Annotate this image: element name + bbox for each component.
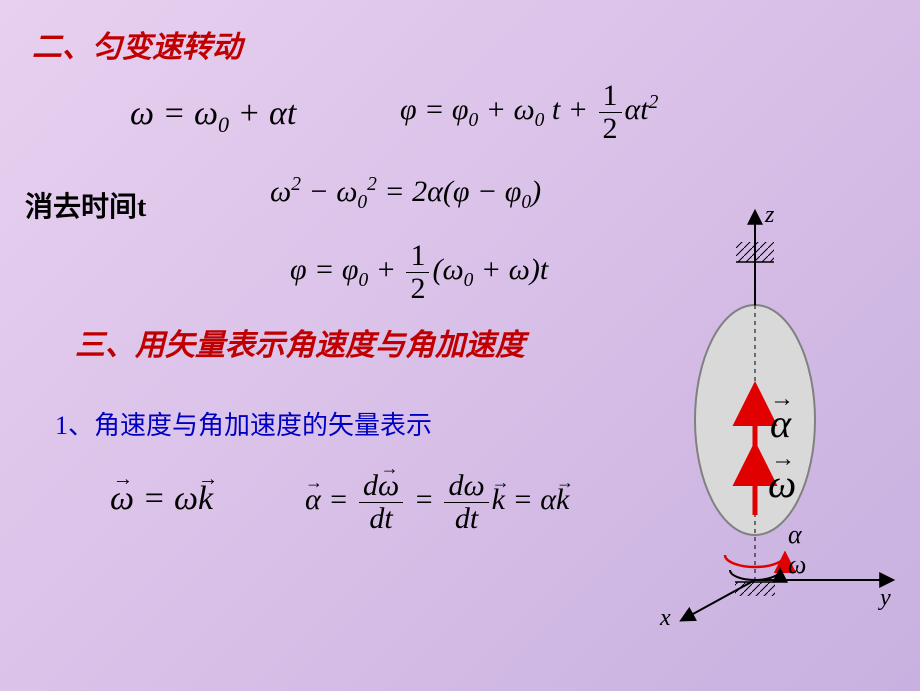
formula-phi-avg: φ = φ0 + 12(ω0 + ω)t	[290, 240, 548, 304]
subsection-num: 1	[55, 411, 68, 440]
axis-label-x: x	[660, 605, 671, 632]
text-eliminate-t: 消去时间t	[25, 185, 146, 225]
section-heading-2: 二、匀变速转动	[32, 22, 242, 66]
formula-omega-linear: ω = ω0 + αt	[130, 95, 296, 133]
rot-label-alpha: α	[788, 520, 802, 550]
rotation-diagram: z y x α ω α ω	[640, 200, 900, 640]
formula-omega-vector: ω = ωk	[110, 480, 213, 518]
subsection-1: 1、角速度与角加速度的矢量表示	[55, 405, 432, 442]
subsection-text: 、角速度与角加速度的矢量表示	[68, 411, 432, 440]
axis-label-z: z	[765, 202, 774, 229]
section-heading-3: 三、用矢量表示角速度与角加速度	[75, 320, 525, 364]
axis-label-y: y	[880, 585, 891, 612]
formula-alpha-vector: α = dωdt = dωdtk = αk	[305, 470, 569, 534]
formula-phi-quadratic: φ = φ0 + ω0 t + 12αt2	[400, 80, 658, 144]
rot-label-omega: ω	[788, 550, 806, 580]
vec-label-alpha: α	[770, 400, 791, 447]
vec-label-omega: ω	[768, 460, 796, 507]
formula-omega-squared: ω2 − ω02 = 2α(φ − φ0)	[270, 175, 541, 209]
